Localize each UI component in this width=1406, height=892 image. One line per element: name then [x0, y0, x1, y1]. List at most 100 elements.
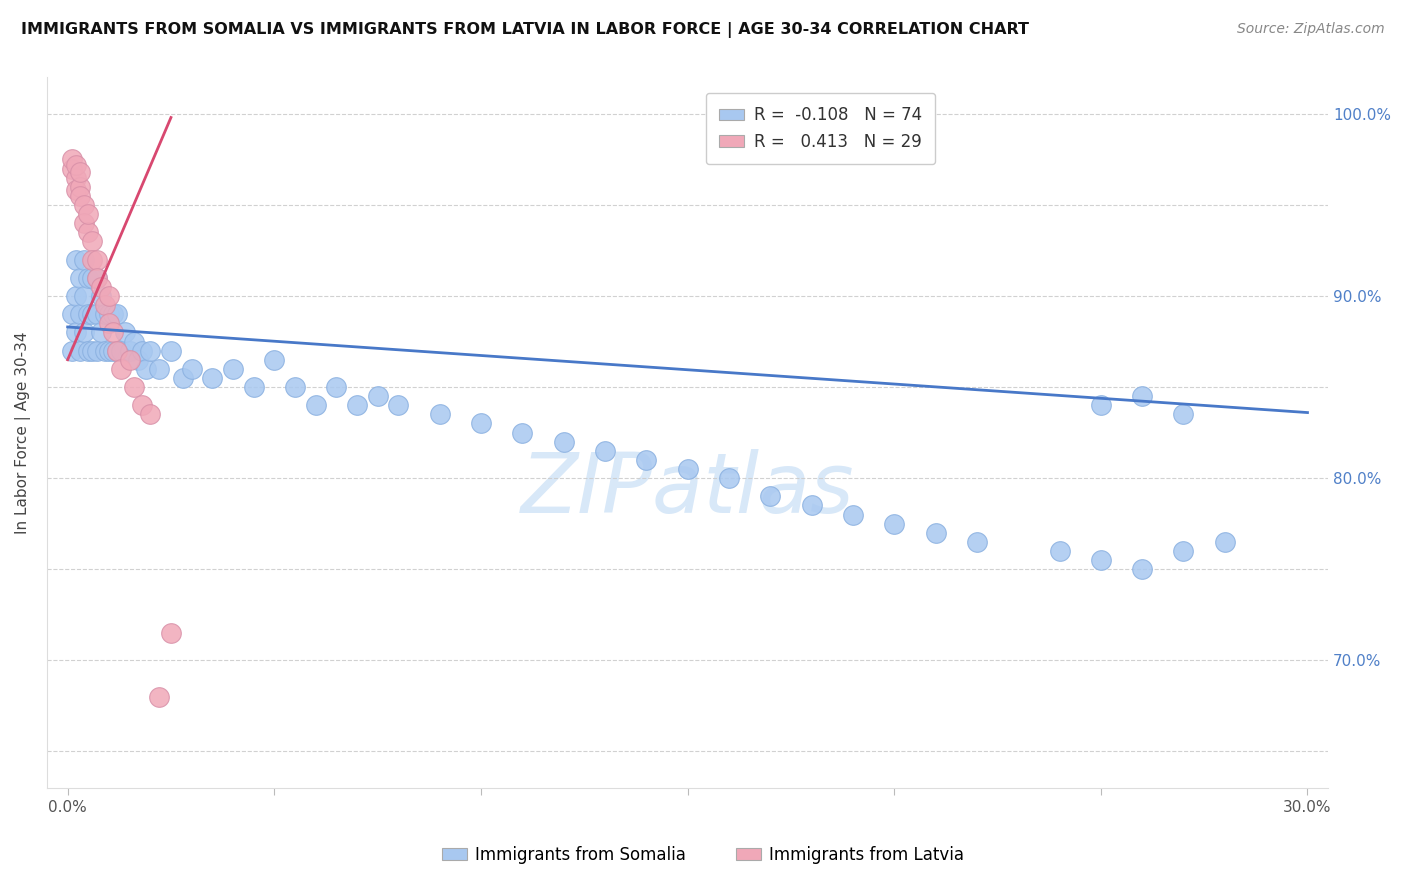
Point: [553, 434, 575, 449]
Point: [717, 471, 740, 485]
Legend: Immigrants from Somalia, Immigrants from Latvia: Immigrants from Somalia, Immigrants from…: [434, 839, 972, 871]
Point: [118, 343, 141, 358]
Point: [69, 270, 91, 285]
Point: [1213, 534, 1236, 549]
Point: [73, 326, 96, 340]
Point: [69, 165, 91, 179]
Point: [97, 343, 120, 358]
Point: [172, 371, 194, 385]
Point: [101, 307, 124, 321]
Point: [160, 626, 183, 640]
Point: [759, 489, 782, 503]
Point: [222, 362, 245, 376]
Point: [842, 508, 865, 522]
Point: [77, 207, 100, 221]
Point: [180, 362, 202, 376]
Point: [86, 252, 108, 267]
Point: [1049, 544, 1071, 558]
Point: [110, 343, 132, 358]
Point: [101, 326, 124, 340]
Point: [148, 362, 170, 376]
Point: [73, 198, 96, 212]
Point: [1090, 398, 1112, 412]
Point: [139, 343, 162, 358]
Point: [1130, 389, 1153, 403]
Point: [65, 326, 87, 340]
Point: [325, 380, 347, 394]
Point: [86, 270, 108, 285]
Point: [201, 371, 224, 385]
Point: [90, 280, 112, 294]
Point: [97, 307, 120, 321]
Point: [966, 534, 988, 549]
Point: [82, 343, 104, 358]
Point: [69, 307, 91, 321]
Point: [883, 516, 905, 531]
Y-axis label: In Labor Force | Age 30-34: In Labor Force | Age 30-34: [15, 331, 31, 533]
Point: [1130, 562, 1153, 576]
Point: [77, 270, 100, 285]
Text: ZIPatlas: ZIPatlas: [520, 449, 855, 530]
Point: [160, 343, 183, 358]
Point: [367, 389, 389, 403]
Point: [105, 343, 128, 358]
Point: [94, 307, 117, 321]
Point: [69, 179, 91, 194]
Point: [470, 417, 492, 431]
Point: [82, 270, 104, 285]
Point: [65, 158, 87, 172]
Point: [139, 408, 162, 422]
Point: [1173, 408, 1195, 422]
Point: [65, 289, 87, 303]
Point: [135, 362, 157, 376]
Point: [800, 499, 823, 513]
Point: [110, 362, 132, 376]
Point: [346, 398, 368, 412]
Point: [90, 289, 112, 303]
Point: [924, 525, 946, 540]
Point: [131, 343, 153, 358]
Point: [105, 307, 128, 321]
Point: [122, 334, 145, 349]
Point: [60, 153, 83, 167]
Point: [114, 326, 136, 340]
Point: [94, 343, 117, 358]
Text: Source: ZipAtlas.com: Source: ZipAtlas.com: [1237, 22, 1385, 37]
Point: [90, 326, 112, 340]
Point: [1090, 553, 1112, 567]
Point: [131, 398, 153, 412]
Point: [94, 298, 117, 312]
Point: [1173, 544, 1195, 558]
Point: [97, 316, 120, 330]
Point: [429, 408, 451, 422]
Point: [636, 453, 658, 467]
Point: [148, 690, 170, 704]
Point: [86, 270, 108, 285]
Point: [284, 380, 307, 394]
Point: [86, 307, 108, 321]
Point: [97, 289, 120, 303]
Point: [118, 352, 141, 367]
Point: [65, 170, 87, 185]
Point: [105, 343, 128, 358]
Point: [73, 216, 96, 230]
Point: [387, 398, 409, 412]
Point: [82, 235, 104, 249]
Point: [676, 462, 699, 476]
Point: [69, 189, 91, 203]
Point: [593, 443, 616, 458]
Point: [510, 425, 533, 440]
Point: [69, 343, 91, 358]
Point: [65, 183, 87, 197]
Point: [86, 343, 108, 358]
Point: [242, 380, 264, 394]
Point: [122, 380, 145, 394]
Point: [263, 352, 285, 367]
Point: [60, 307, 83, 321]
Point: [82, 307, 104, 321]
Point: [77, 343, 100, 358]
Point: [60, 161, 83, 176]
Point: [304, 398, 326, 412]
Point: [73, 289, 96, 303]
Point: [77, 307, 100, 321]
